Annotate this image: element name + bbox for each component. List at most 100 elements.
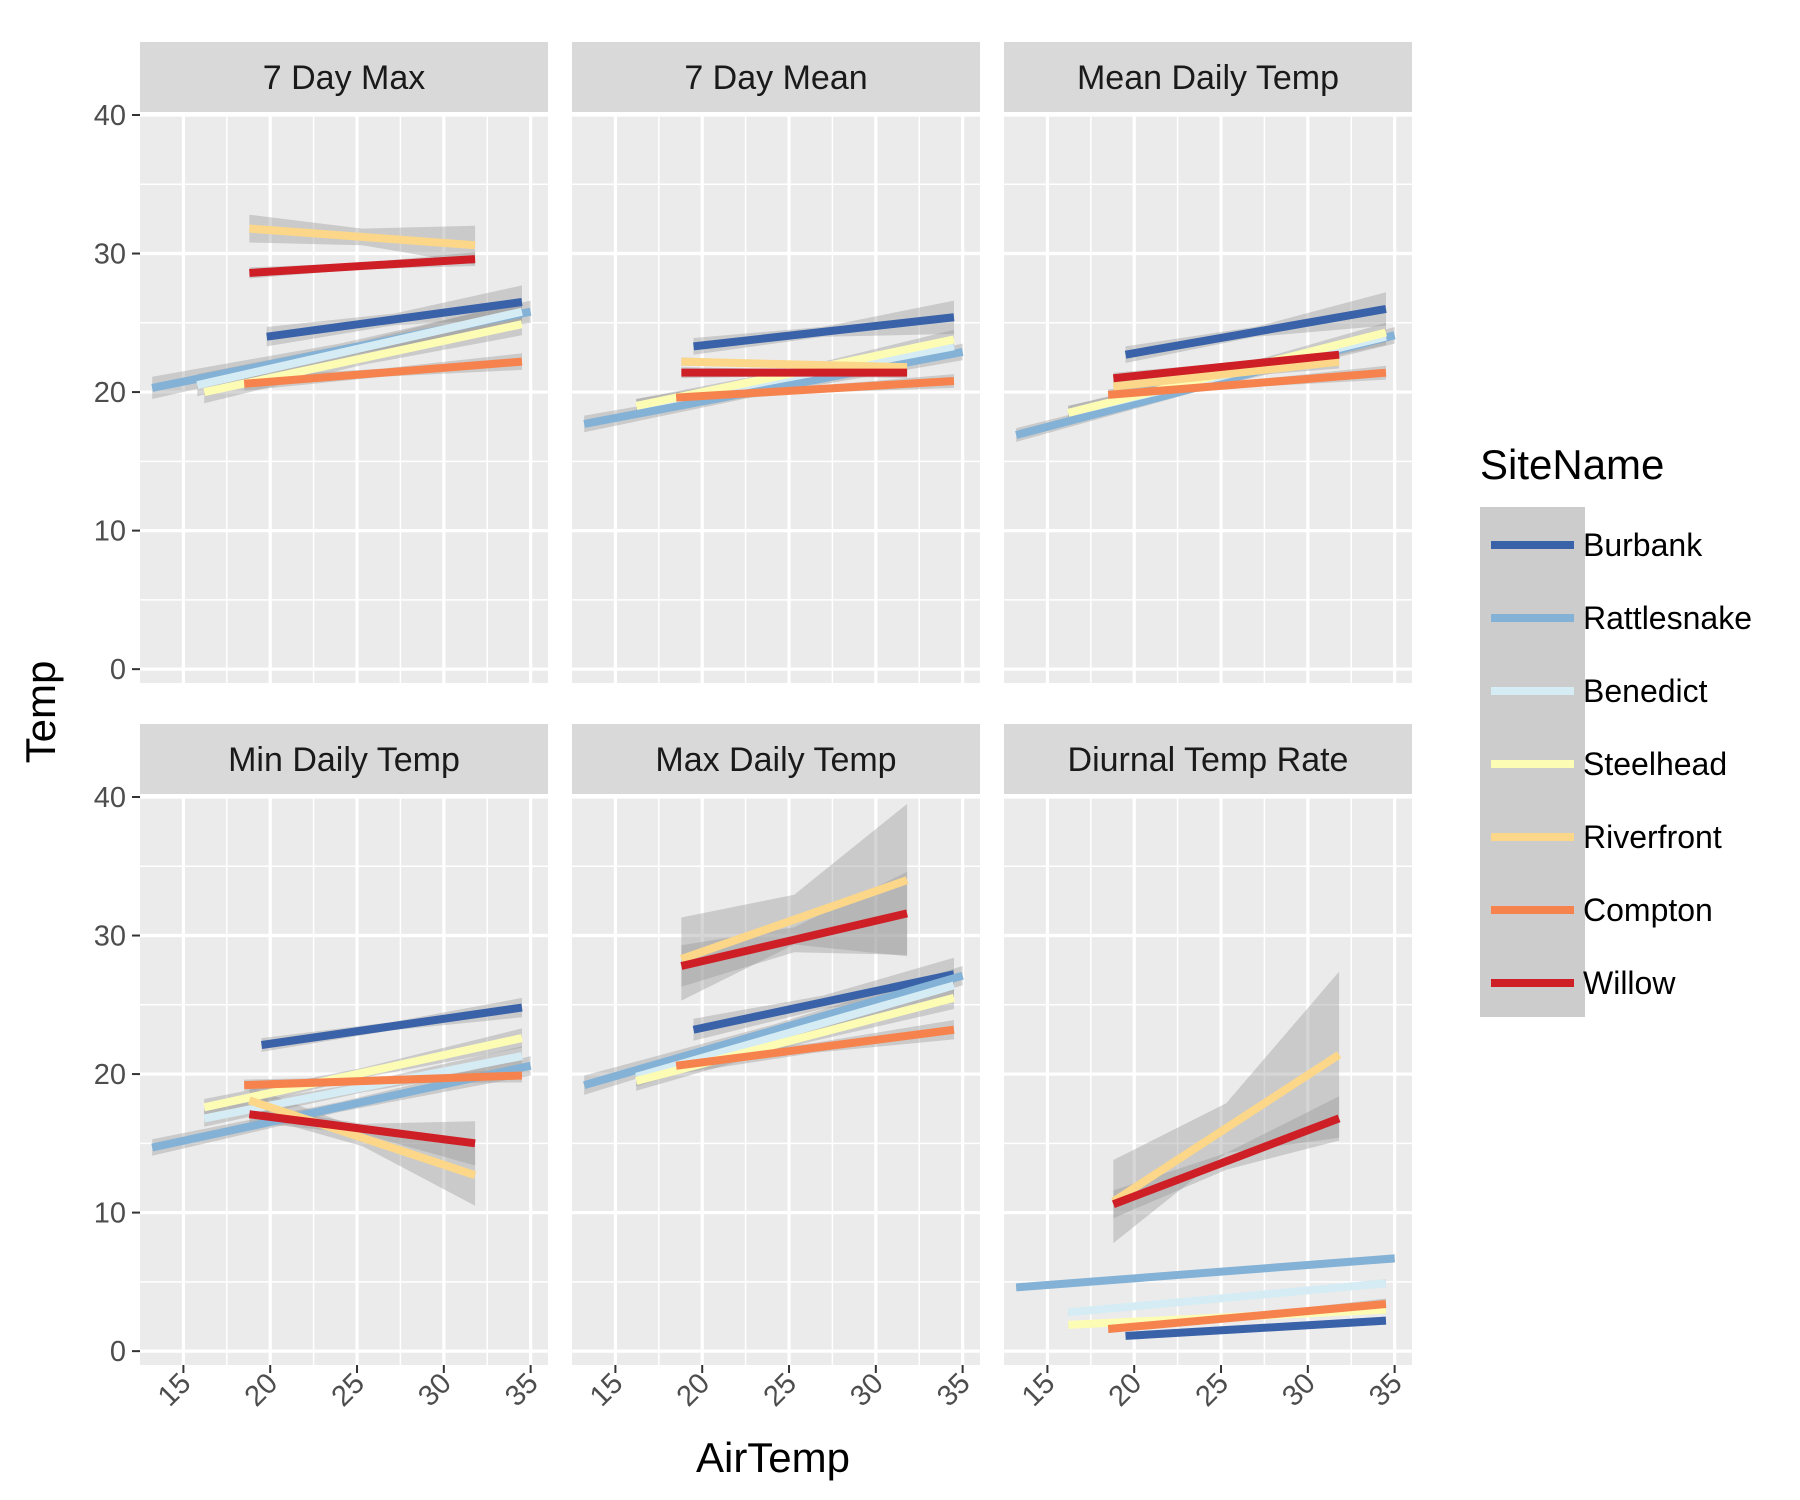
legend-label-benedict: Benedict (1583, 673, 1708, 709)
series-lines (1015, 1051, 1395, 1340)
x-tick-label: 15 (1016, 1367, 1061, 1412)
y-tick-label: 40 (94, 782, 126, 814)
panel-title: Max Daily Temp (655, 741, 896, 779)
panel-title: 7 Day Mean (684, 59, 867, 97)
y-axis-title: Temp (17, 661, 64, 764)
y-tick-label: 20 (94, 377, 126, 409)
x-tick-label: 25 (326, 1367, 371, 1412)
x-tick-label: 20 (671, 1367, 716, 1412)
series-lines (583, 313, 964, 428)
plot-background (1004, 115, 1412, 683)
x-tick-label: 35 (931, 1367, 976, 1412)
y-tick-label: 0 (110, 654, 126, 686)
series-lines (151, 224, 532, 396)
legend: SiteName Burbank Rattlesnake Benedict Steel… (1480, 441, 1752, 1017)
x-tick-label: 25 (1190, 1367, 1235, 1412)
panel-7-day-mean: 7 Day Mean (572, 42, 980, 683)
series-line-willow (680, 909, 908, 970)
x-axis: 15 20 25 30 35 (584, 1365, 977, 1413)
y-tick-label: 10 (94, 516, 126, 548)
legend-item-burbank: Burbank (1491, 527, 1703, 563)
x-tick-label: 30 (412, 1367, 457, 1412)
y-axis: 0 10 20 30 40 (94, 100, 140, 686)
y-tick-label: 20 (94, 1059, 126, 1091)
legend-title: SiteName (1480, 441, 1664, 488)
gridlines (572, 113, 980, 683)
series-line-riverfront (680, 876, 909, 963)
panel-title: Mean Daily Temp (1077, 59, 1339, 97)
series-line-burbank (692, 970, 955, 1034)
series-line-willow (1112, 350, 1340, 383)
x-tick-label: 25 (758, 1367, 803, 1412)
series-line-compton (244, 1071, 523, 1090)
series-lines (1015, 305, 1396, 439)
x-tick-label: 20 (1103, 1367, 1148, 1412)
series-line-rattlesnake (583, 971, 964, 1089)
series-line-willow (248, 1110, 476, 1148)
panel-7-day-max: 7 Day Max (140, 42, 548, 683)
series-line-benedict (203, 1052, 523, 1123)
series-line-burbank (693, 313, 955, 351)
strip-background (572, 42, 980, 112)
legend-items: Burbank Rattlesnake Benedict Steelhead River… (1491, 527, 1752, 1001)
legend-item-rattlesnake: Rattlesnake (1491, 600, 1752, 636)
series-line-riverfront (248, 1096, 477, 1180)
strip-background (140, 42, 548, 112)
x-tick-label: 30 (844, 1367, 889, 1412)
panel-title: Min Daily Temp (228, 741, 460, 779)
confidence-band-riverfront (1113, 971, 1340, 1244)
series-line-compton (675, 1025, 955, 1070)
panel-mean-daily-temp: Mean Daily Temp (1004, 42, 1412, 683)
series-line-rattlesnake (1015, 1254, 1395, 1292)
panel-diurnal-temp-rate: Diurnal Temp Rate (1004, 724, 1412, 1365)
y-tick-label: 40 (94, 100, 126, 132)
x-axis: 15 20 25 30 35 (152, 1365, 545, 1413)
panel-title: Diurnal Temp Rate (1068, 741, 1349, 779)
series-lines (151, 1003, 532, 1180)
strip-background (572, 724, 980, 794)
x-axis: 15 20 25 30 35 (1016, 1365, 1409, 1413)
legend-item-steelhead: Steelhead (1491, 746, 1727, 782)
y-tick-label: 10 (94, 1198, 126, 1230)
series-line-burbank (1124, 305, 1387, 359)
x-tick-label: 15 (152, 1367, 197, 1412)
series-line-compton (1107, 1300, 1387, 1333)
legend-label-riverfront: Riverfront (1583, 819, 1722, 855)
gridlines (140, 113, 548, 683)
legend-item-riverfront: Riverfront (1491, 819, 1722, 855)
strip-background (140, 724, 548, 794)
y-tick-label: 0 (110, 1336, 126, 1368)
panel-max-daily-temp: Max Daily Temp (572, 724, 980, 1365)
series-line-compton (1107, 368, 1387, 399)
series-lines (583, 876, 964, 1089)
series-line-willow (1111, 1114, 1341, 1209)
plot-background (572, 115, 980, 683)
y-axis: 0 10 20 30 40 (94, 782, 140, 1368)
gridlines (1004, 113, 1412, 683)
panel-min-daily-temp: Min Daily Temp (140, 724, 548, 1365)
series-line-riverfront (1112, 357, 1340, 391)
legend-label-willow: Willow (1583, 965, 1676, 1001)
series-line-benedict (196, 307, 523, 390)
panels-layer: 7 Day Max 7 Day Mean Mean Daily Temp Min Da… (140, 42, 1412, 1365)
legend-label-rattlesnake: Rattlesnake (1583, 600, 1752, 636)
strip-background (1004, 724, 1412, 794)
legend-label-burbank: Burbank (1583, 527, 1703, 563)
x-axis-title: AirTemp (696, 1434, 850, 1481)
series-line-burbank (260, 1003, 523, 1049)
legend-item-compton: Compton (1491, 892, 1713, 928)
x-tick-label: 35 (1363, 1367, 1408, 1412)
legend-item-benedict: Benedict (1491, 673, 1708, 709)
legend-label-steelhead: Steelhead (1583, 746, 1727, 782)
series-line-burbank (266, 298, 523, 341)
series-line-riverfront (681, 357, 908, 372)
gridlines (572, 795, 980, 1365)
x-tick-label: 30 (1276, 1367, 1321, 1412)
panel-title: 7 Day Max (263, 59, 426, 97)
series-line-compton (675, 376, 955, 402)
series-line-willow (249, 255, 476, 277)
series-line-steelhead (203, 1034, 523, 1112)
legend-item-willow: Willow (1491, 965, 1676, 1001)
x-tick-label: 35 (499, 1367, 544, 1412)
